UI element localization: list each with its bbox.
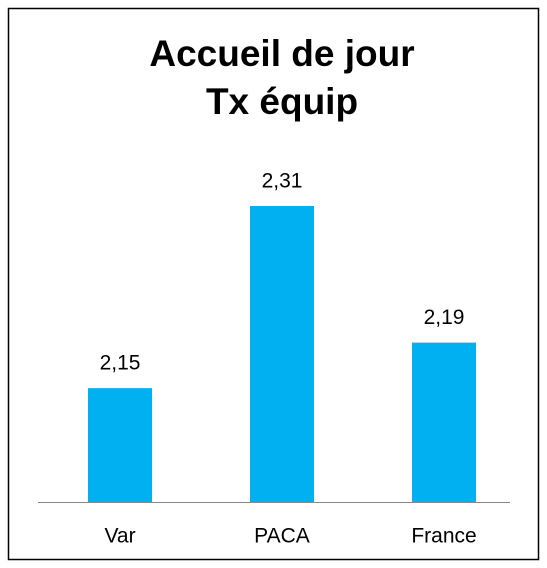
bar [412, 342, 476, 502]
bar [88, 388, 152, 502]
x-tick-label: Var [104, 525, 135, 548]
bar [250, 206, 314, 502]
chart-title: Tx équip [206, 81, 358, 122]
value-label: 2,31 [262, 170, 303, 193]
value-label: 2,19 [424, 306, 465, 329]
x-tick-label: PACA [254, 525, 310, 548]
chart-title: Accueil de jour [149, 33, 414, 74]
value-label: 2,15 [100, 352, 141, 375]
x-tick-label: France [411, 525, 476, 548]
